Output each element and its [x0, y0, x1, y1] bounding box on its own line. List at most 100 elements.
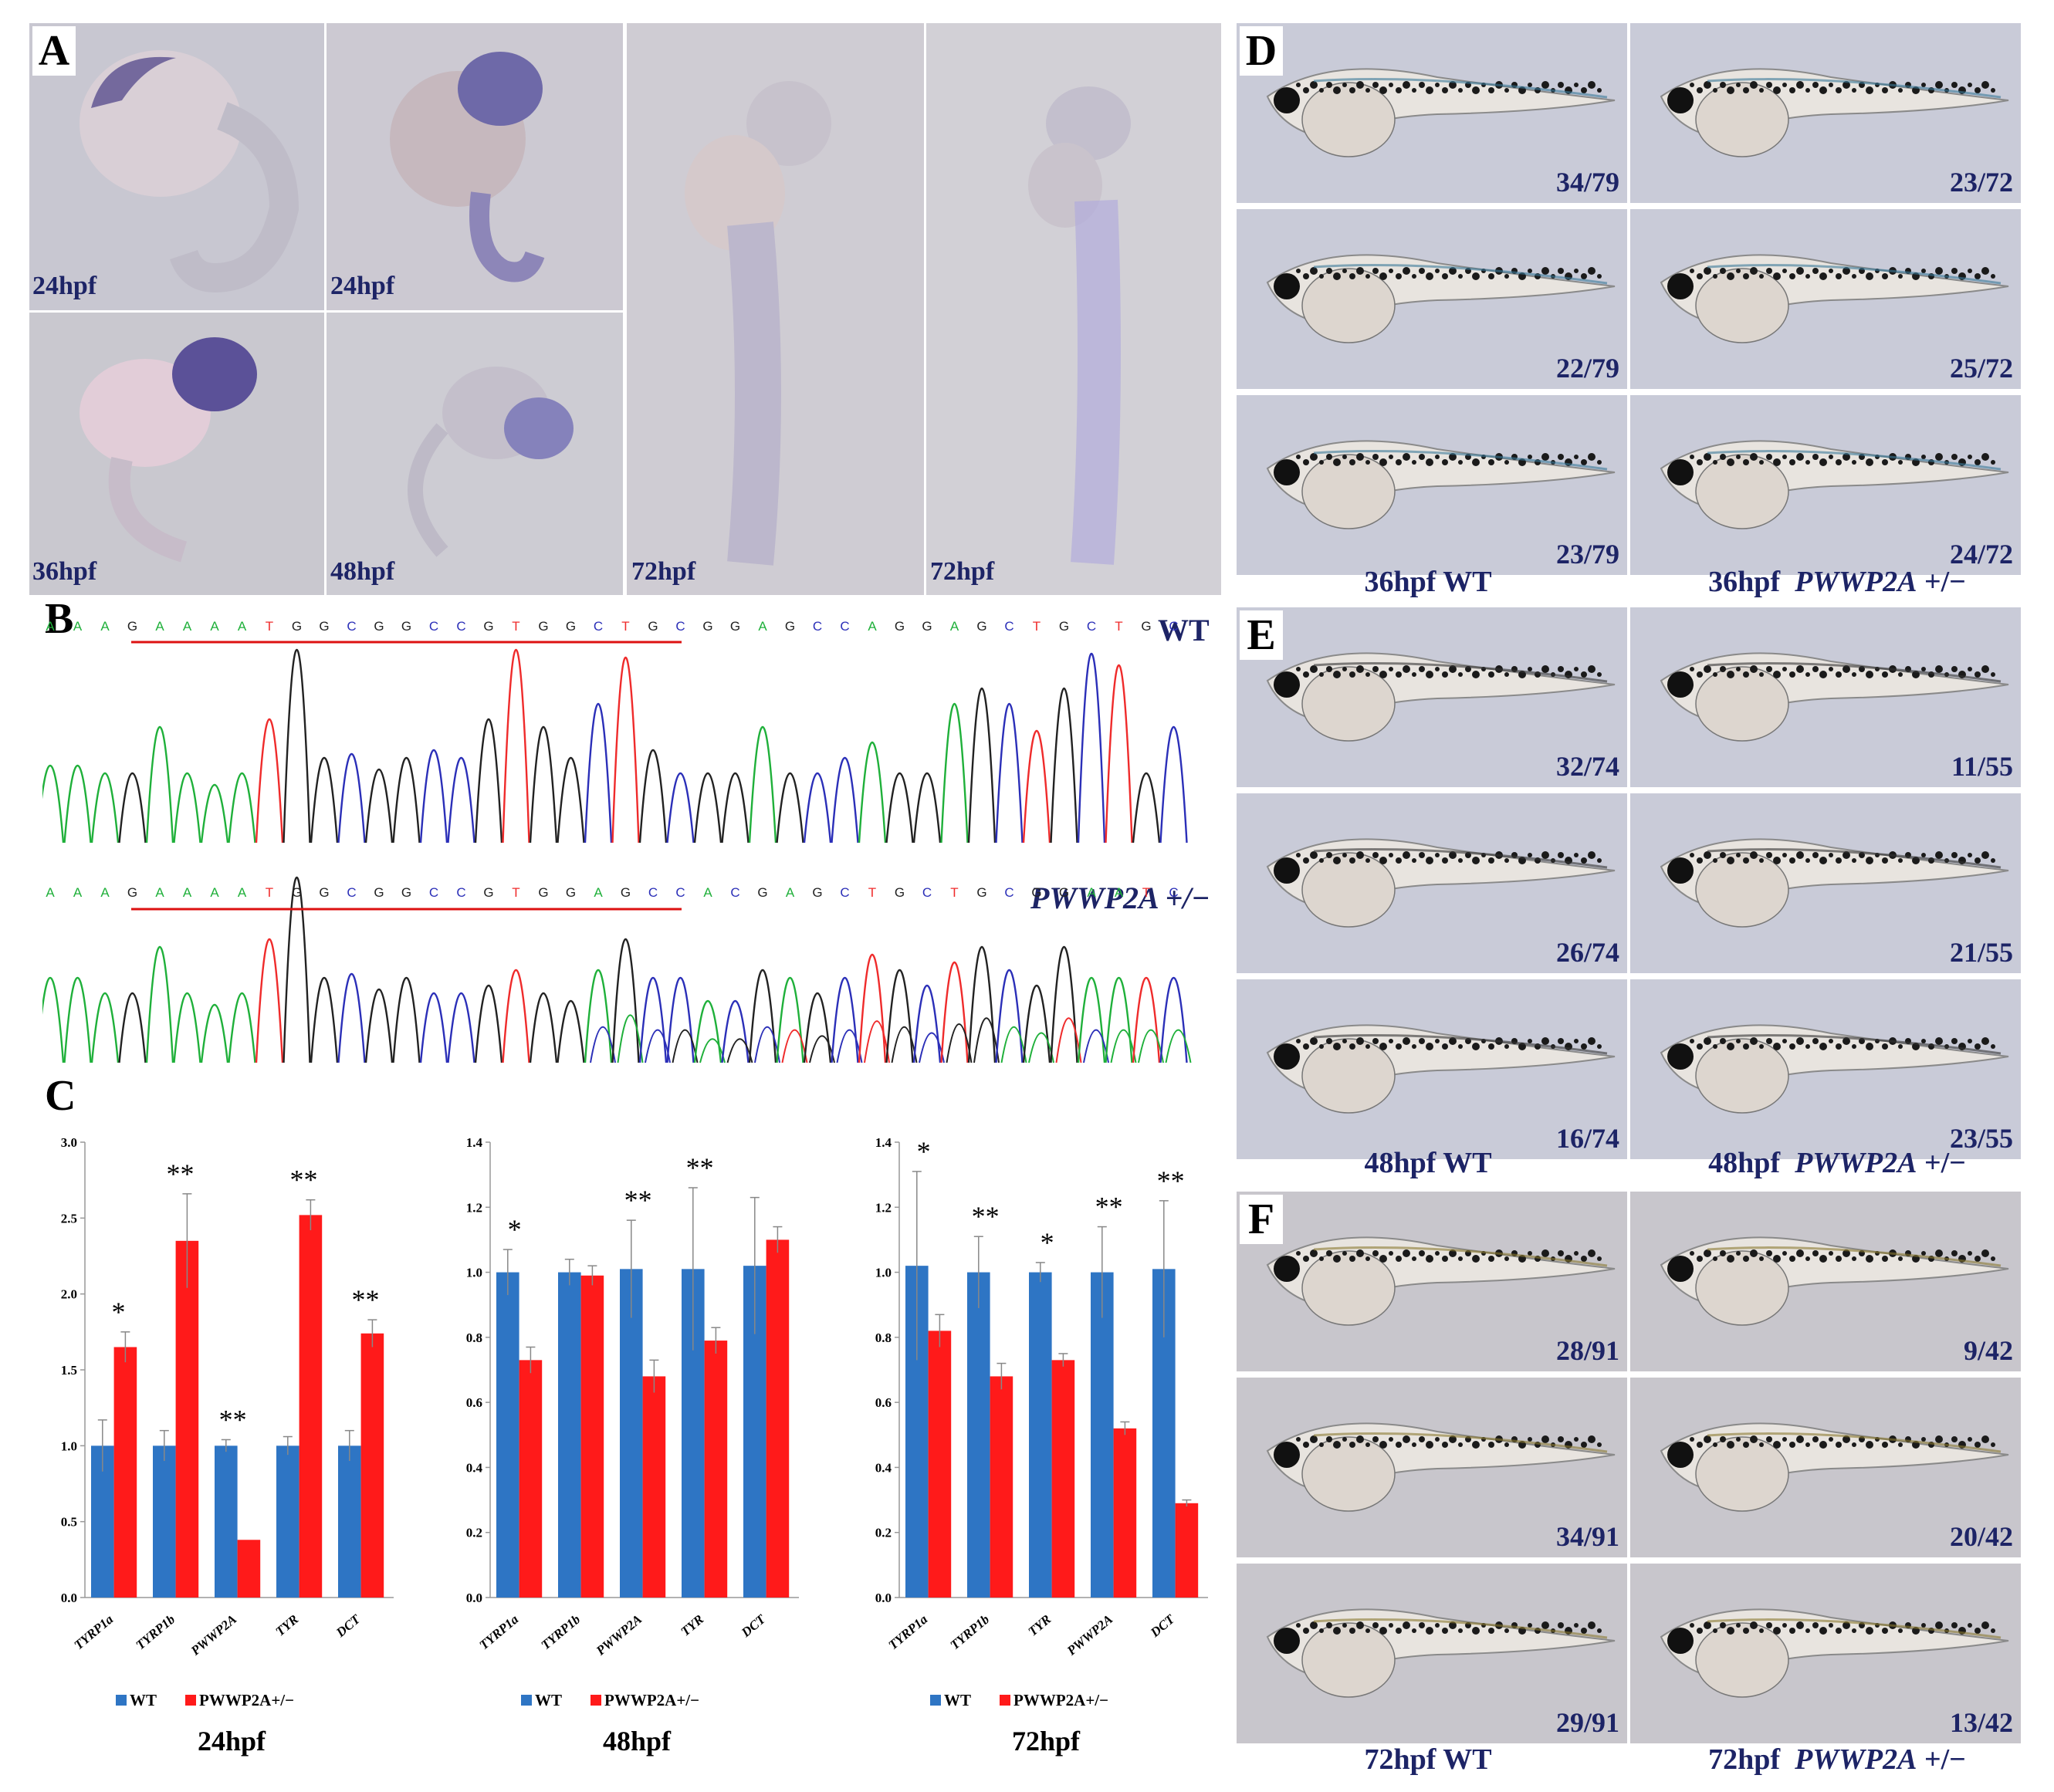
melanophore [1419, 82, 1425, 88]
melanophore [1541, 1249, 1549, 1257]
panel-letter-a: A [32, 26, 76, 76]
mut-peak [474, 985, 503, 1063]
melanophore [1981, 1249, 1989, 1257]
wt-peak [145, 726, 174, 844]
melanophore [1935, 267, 1943, 275]
wt-base-letter: A [238, 619, 247, 634]
larva-image [1266, 440, 1616, 529]
melanophore [1597, 672, 1602, 677]
wt-base-letter: G [538, 619, 548, 634]
melanophore [1349, 1043, 1355, 1050]
wt-base-letter: A [100, 619, 110, 634]
mut-base-letter: T [512, 885, 519, 900]
melanophore [1581, 1043, 1587, 1050]
significance-marker: ** [972, 1201, 1000, 1232]
legend-label-wt: WT [944, 1691, 971, 1709]
larva-yolk [1301, 1436, 1396, 1512]
melanophore [1458, 1442, 1463, 1447]
melanophore [1372, 82, 1379, 88]
melanophore [1836, 1442, 1842, 1448]
melanophore [1805, 1256, 1810, 1261]
wt-peak [255, 718, 284, 844]
wt-base-letter: C [675, 619, 685, 634]
melanophore [1396, 1043, 1402, 1050]
melanophore [1789, 857, 1795, 864]
mut-peak [419, 992, 448, 1063]
larva-count-d-wt-1: 34/79 [1555, 167, 1619, 198]
melanophore [1326, 82, 1332, 88]
mut-peak [1159, 976, 1188, 1063]
melanophore [1991, 1256, 1995, 1261]
melanophore [1796, 267, 1804, 275]
melanophore [1736, 1251, 1741, 1256]
melanophore [1690, 269, 1694, 273]
melanophore [1782, 1623, 1787, 1628]
melanophore [1449, 1435, 1457, 1443]
melanophore [1581, 459, 1587, 465]
melanophore [1574, 269, 1579, 273]
melanophore [1782, 853, 1787, 857]
wt-peak [90, 772, 120, 844]
wt-base-letter: G [1141, 619, 1151, 634]
melanophore [1773, 1255, 1781, 1263]
melanophore [1303, 273, 1309, 279]
melanophore [1319, 1256, 1324, 1261]
x-category-label: TYRP1b [133, 1612, 178, 1653]
melanophore [1365, 88, 1370, 93]
melanophore [1472, 1441, 1480, 1449]
melanophore [1349, 87, 1355, 93]
melanophore [1396, 273, 1402, 279]
melanophore [1812, 1436, 1819, 1442]
melanophore [1296, 83, 1301, 87]
melanophore [1981, 81, 1989, 89]
melanophore [1597, 1256, 1602, 1261]
larva-dorsal-line [1707, 1432, 2002, 1453]
melanophore [1981, 851, 1989, 859]
melanophore [1504, 672, 1509, 677]
mut-peak [529, 992, 558, 1063]
melanophore [1727, 272, 1734, 280]
melanophore [1389, 83, 1393, 87]
y-tick-label: 0.2 [466, 1526, 482, 1540]
melanophore [1750, 1621, 1758, 1629]
larva-count-e-wt-2: 26/74 [1555, 937, 1619, 968]
melanophore [1974, 1043, 1981, 1050]
mut-peak [831, 976, 859, 1063]
melanophore [1727, 458, 1734, 466]
melanophore [1326, 666, 1332, 672]
melanophore [1488, 857, 1494, 864]
x-category-label: DCT [1147, 1611, 1177, 1640]
melanophore [1435, 853, 1440, 857]
melanophore [1882, 857, 1888, 864]
melanophore [1504, 88, 1509, 93]
mut-secondary-peak [891, 1026, 918, 1063]
wt-base-letter: T [512, 619, 519, 634]
melanophore [1843, 1249, 1850, 1257]
wt-peak [721, 772, 750, 844]
bar-mut-TYRP1b [990, 1376, 1013, 1598]
caption-e-wt: 48hpf WT [1364, 1147, 1492, 1179]
melanophore [1736, 1039, 1741, 1043]
melanophore [1782, 1437, 1787, 1442]
wt-base-letter: C [1004, 619, 1013, 634]
melanophore [1750, 1435, 1758, 1443]
melanophore [1829, 83, 1833, 87]
mut-peak [557, 999, 585, 1063]
wt-base-letter: G [702, 619, 712, 634]
melanophore [1488, 1256, 1494, 1262]
melanophore [1472, 857, 1480, 864]
melanophore [1488, 671, 1494, 678]
melanophore [1720, 268, 1726, 274]
melanophore [1991, 274, 1995, 279]
melanophore [1812, 852, 1819, 858]
mut-base-letter: G [401, 885, 411, 900]
melanophore [1796, 453, 1804, 461]
larva-eye [1667, 1628, 1694, 1654]
melanophore [1558, 268, 1564, 274]
melanophore [1449, 665, 1457, 673]
wt-base-letter: A [46, 619, 55, 634]
melanophore [1805, 1044, 1810, 1049]
mut-peak [145, 946, 174, 1063]
larva-image [1660, 1024, 2009, 1114]
melanophore [1442, 1442, 1448, 1448]
